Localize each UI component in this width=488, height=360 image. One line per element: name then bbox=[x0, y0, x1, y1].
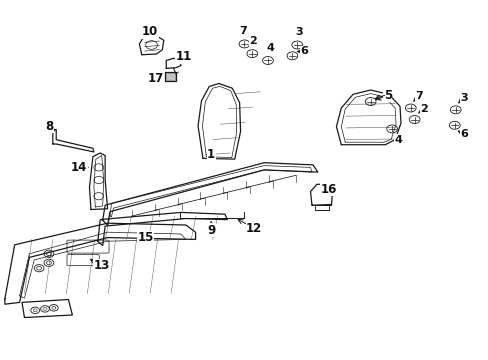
Text: 3: 3 bbox=[295, 27, 303, 37]
Text: 6: 6 bbox=[300, 46, 307, 57]
Text: 6: 6 bbox=[460, 129, 468, 139]
Text: 4: 4 bbox=[266, 43, 274, 53]
Text: 2: 2 bbox=[249, 36, 257, 46]
Text: 2: 2 bbox=[420, 104, 427, 114]
Text: 10: 10 bbox=[142, 25, 158, 38]
Text: 15: 15 bbox=[137, 231, 154, 244]
Text: 8: 8 bbox=[45, 120, 53, 132]
Text: 13: 13 bbox=[93, 259, 110, 272]
Text: 14: 14 bbox=[71, 161, 87, 174]
Text: 9: 9 bbox=[207, 224, 215, 237]
Text: 12: 12 bbox=[245, 222, 262, 235]
Text: 17: 17 bbox=[147, 72, 163, 85]
Text: 16: 16 bbox=[320, 183, 336, 195]
Text: 5: 5 bbox=[383, 89, 391, 102]
Text: 1: 1 bbox=[207, 148, 215, 161]
Text: 7: 7 bbox=[414, 91, 422, 102]
Bar bbox=[166, 73, 175, 80]
Text: 4: 4 bbox=[394, 135, 402, 145]
Text: 7: 7 bbox=[239, 26, 246, 36]
Text: 3: 3 bbox=[459, 93, 467, 103]
Text: 11: 11 bbox=[175, 50, 191, 63]
